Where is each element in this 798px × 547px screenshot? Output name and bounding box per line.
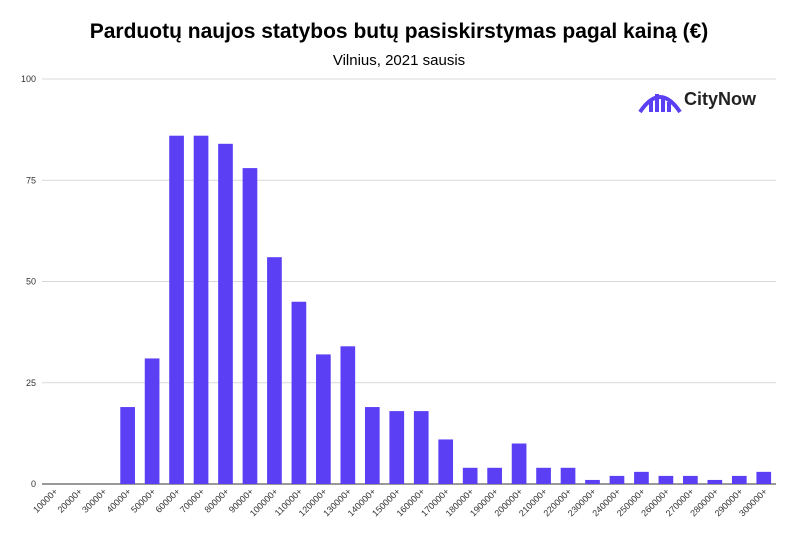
bar xyxy=(364,407,380,484)
x-tick-label: 80000+ xyxy=(202,486,230,514)
y-tick-label: 0 xyxy=(31,479,36,489)
bar xyxy=(340,346,356,484)
y-tick-label: 50 xyxy=(26,277,36,287)
citynow-logo-text: CityNow xyxy=(684,89,756,109)
y-tick-label: 75 xyxy=(26,175,36,185)
x-tick-label: 70000+ xyxy=(178,486,206,514)
bar xyxy=(389,411,405,484)
bar xyxy=(144,358,160,484)
bar xyxy=(218,143,233,485)
bar xyxy=(316,354,331,484)
bar xyxy=(731,475,747,484)
x-tick-label: 50000+ xyxy=(129,486,157,514)
y-tick-label: 100 xyxy=(21,74,36,84)
bar xyxy=(658,475,674,484)
x-tick-label: 30000+ xyxy=(80,486,108,514)
x-tick-label: 10000+ xyxy=(31,486,59,514)
bar xyxy=(462,467,478,484)
y-tick-label: 25 xyxy=(26,378,36,388)
bar xyxy=(120,407,135,484)
bar xyxy=(585,479,600,484)
bar xyxy=(438,439,454,484)
bar xyxy=(560,467,576,484)
bar xyxy=(536,467,551,484)
x-tick-label: 60000+ xyxy=(153,486,181,514)
bar xyxy=(634,471,649,484)
x-tick-label: 20000+ xyxy=(56,486,84,514)
bar xyxy=(487,467,502,484)
x-tick-label: 40000+ xyxy=(105,486,133,514)
bar xyxy=(511,443,527,484)
bar xyxy=(193,135,209,484)
bar xyxy=(683,475,698,484)
citynow-logo-icon xyxy=(638,94,682,114)
bar xyxy=(756,471,772,484)
bar xyxy=(242,168,258,484)
chart-subtitle: Vilnius, 2021 sausis xyxy=(332,52,466,69)
chart-title: Parduotų naujos statybos butų pasiskirst… xyxy=(89,20,709,43)
bar xyxy=(413,411,429,484)
bar xyxy=(169,135,184,484)
citynow-logo: CityNow xyxy=(638,84,768,116)
bar xyxy=(267,257,282,484)
bar xyxy=(609,475,625,484)
bar xyxy=(707,479,723,484)
bar xyxy=(291,301,307,484)
